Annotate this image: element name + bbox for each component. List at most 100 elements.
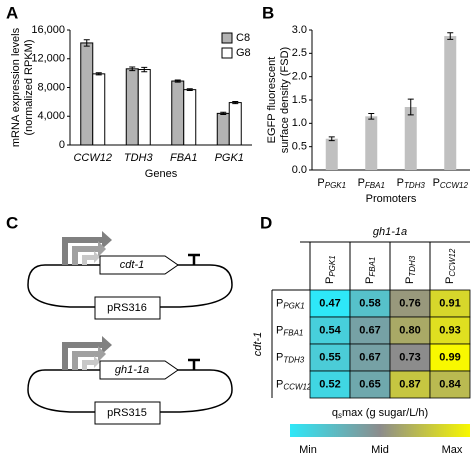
promoter-arrow — [62, 231, 112, 265]
y-tick-label: 1.0 — [292, 117, 307, 129]
row-label: PFBA1 — [276, 324, 303, 337]
bar — [137, 69, 151, 146]
row-header: cdt-1 — [252, 332, 264, 356]
panel-label: C — [6, 213, 18, 232]
x-tick-label: CCW12 — [73, 152, 112, 164]
x-tick-label: PCCW12 — [433, 177, 469, 190]
heatmap-cell — [429, 370, 471, 399]
heatmap-cell — [389, 343, 431, 372]
heatmap-cell — [429, 343, 471, 372]
x-axis-label: Promoters — [366, 193, 417, 205]
cell-label: 0.80 — [399, 324, 420, 336]
error-bar — [186, 88, 193, 92]
y-tick-label: 12,000 — [31, 53, 65, 65]
error-bar — [232, 101, 239, 105]
x-tick-label: PPGK1 — [317, 177, 346, 190]
colorbar-tick-label: Mid — [371, 444, 389, 456]
promoter-arrow — [72, 241, 106, 265]
y-tick-label: 1.5 — [292, 94, 307, 106]
promoter-arrow — [62, 336, 112, 370]
promoter-arrow — [72, 346, 106, 370]
y-axis-label: (normalized RPKM) — [23, 40, 35, 136]
bar — [228, 102, 242, 146]
terminator — [188, 358, 200, 370]
column-header: gh1-1a — [373, 226, 407, 238]
column-label: PCCW12 — [444, 248, 457, 284]
plasmid-backbone — [27, 369, 233, 413]
bar — [365, 116, 378, 170]
cell-label: 0.58 — [359, 297, 380, 309]
y-tick-label: 0.0 — [292, 164, 307, 176]
plasmid-label: pRS316 — [107, 302, 147, 314]
plasmid-box — [94, 296, 161, 320]
bar — [92, 73, 106, 146]
panel-label: D — [260, 213, 272, 232]
gene-label: gh1-1a — [115, 364, 149, 376]
y-axis-label: EGFP fluorescent — [266, 57, 278, 144]
heatmap-cell — [349, 289, 391, 318]
cell-label: 0.47 — [319, 297, 340, 309]
cell-label: 0.93 — [439, 324, 460, 336]
y-tick-label: 4,000 — [37, 110, 65, 122]
heatmap-cell — [429, 289, 471, 318]
y-axis-label: mRNA expression levels — [10, 27, 22, 147]
cell-label: 0.54 — [319, 324, 341, 336]
x-tick-label: PFBA1 — [358, 177, 385, 190]
cell-label: 0.73 — [399, 351, 420, 363]
plasmid-backbone — [27, 264, 233, 308]
colorbar-tick-label: Max — [442, 444, 463, 456]
cell-label: 0.67 — [359, 351, 380, 363]
y-tick-label: 3.0 — [292, 24, 307, 36]
heatmap-cell — [389, 370, 431, 399]
error-bar — [447, 32, 454, 40]
cell-label: 0.55 — [319, 351, 340, 363]
plasmid-label: pRS315 — [107, 407, 147, 419]
cell-label: 0.84 — [439, 378, 461, 390]
heatmap-cell — [309, 343, 351, 372]
bar — [183, 89, 197, 146]
y-tick-label: 2.5 — [292, 47, 307, 59]
column-label: PTDH3 — [404, 255, 417, 284]
cell-label: 0.67 — [359, 324, 380, 336]
legend-swatch — [221, 32, 233, 44]
heatmap-cell — [309, 316, 351, 345]
y-tick-label: 2.0 — [292, 71, 307, 83]
panel-label: B — [262, 3, 274, 22]
terminator — [188, 253, 200, 265]
x-tick-label: FBA1 — [170, 152, 198, 164]
panel-label: A — [6, 3, 18, 22]
heatmap-cell — [389, 316, 431, 345]
legend-swatch — [221, 47, 233, 59]
gene-box — [99, 255, 179, 275]
colorbar — [290, 424, 470, 437]
cell-label: 0.99 — [439, 351, 460, 363]
bar — [216, 112, 230, 146]
x-tick-label: PTDH3 — [397, 177, 426, 190]
construct: cdt-1 pRS316 — [27, 231, 233, 320]
x-axis-label: Genes — [145, 168, 178, 180]
error-bar — [368, 113, 375, 120]
heatmap-cell — [389, 289, 431, 318]
cell-label: 0.91 — [439, 297, 460, 309]
bar — [325, 138, 338, 170]
row-label: PCCW12 — [276, 378, 312, 391]
legend-label: C8 — [236, 32, 250, 44]
y-tick-label: 16,000 — [31, 24, 65, 36]
y-tick-label: 8,000 — [37, 81, 65, 93]
legend-label: G8 — [236, 47, 251, 59]
error-bar — [129, 66, 136, 72]
heatmap-cell — [429, 316, 471, 345]
cell-label: 0.52 — [319, 378, 340, 390]
promoter-arrow — [82, 251, 100, 265]
promoter-arrow — [82, 356, 100, 370]
plasmid-box — [94, 401, 161, 425]
bar — [444, 36, 457, 170]
bar — [80, 42, 94, 146]
column-label: PPGK1 — [324, 255, 337, 284]
bar — [125, 68, 139, 146]
heatmap-cell — [349, 370, 391, 399]
row-label: PPGK1 — [276, 297, 305, 310]
column-label: PFBA1 — [364, 257, 377, 284]
cell-label: 0.87 — [399, 378, 420, 390]
